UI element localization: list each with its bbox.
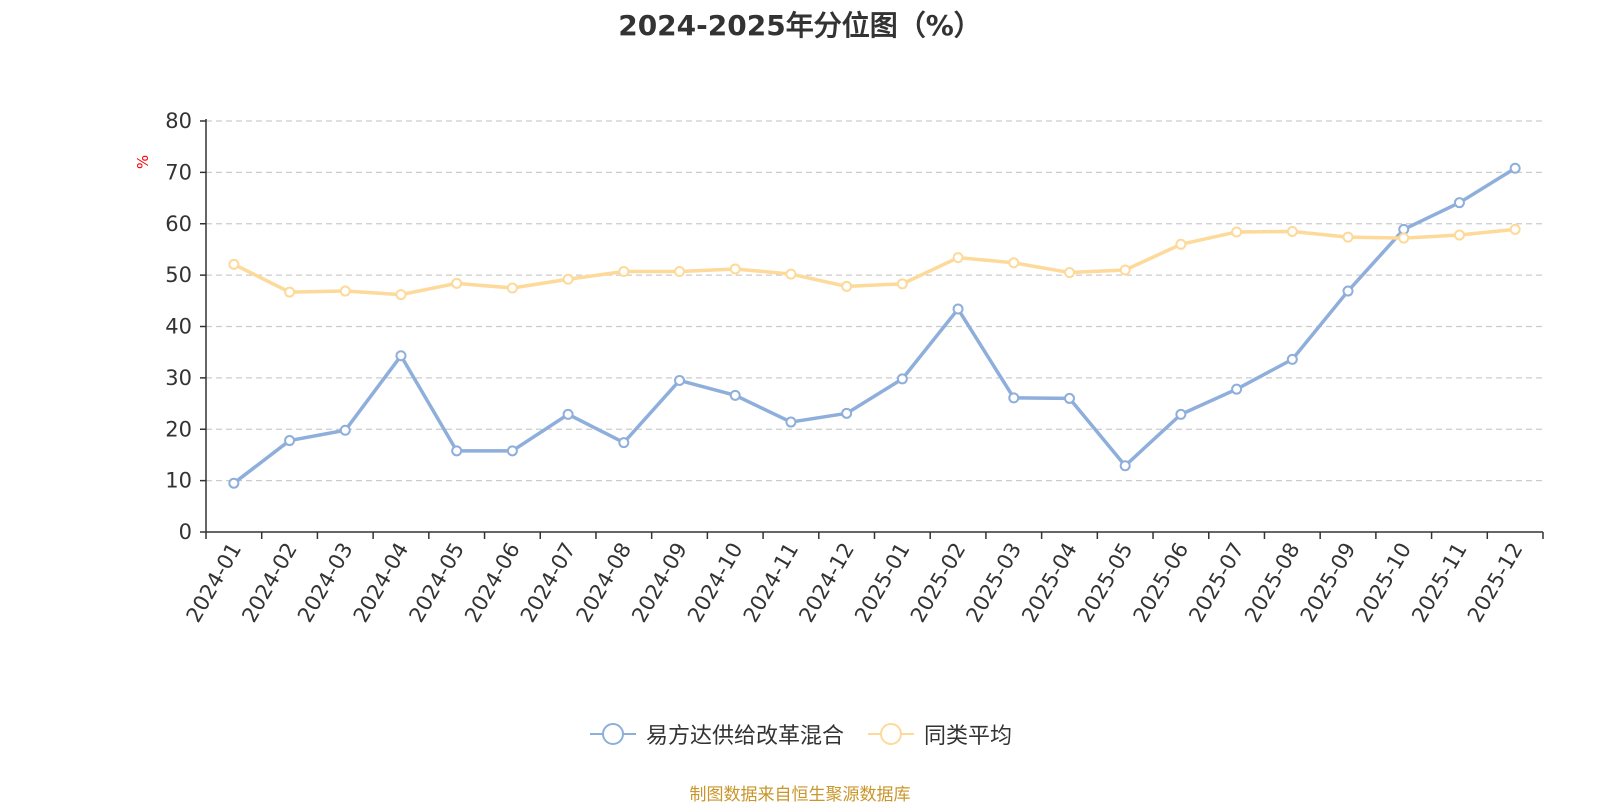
data-point: [674, 374, 686, 386]
data-point: [841, 280, 853, 292]
legend: 易方达供给改革混合 同类平均: [0, 718, 1600, 750]
data-point: [1342, 231, 1354, 243]
series-line-1: [232, 227, 1517, 297]
x-tick-label: 2024-11: [739, 539, 804, 627]
data-point: [896, 278, 908, 290]
data-point: [1063, 267, 1075, 279]
data-point: [1119, 264, 1131, 276]
x-tick-label: 2025-11: [1407, 539, 1472, 627]
x-tick-label: 2025-09: [1296, 539, 1361, 627]
data-point: [1509, 223, 1521, 235]
legend-label-peer-average: 同类平均: [924, 724, 1013, 749]
data-point: [618, 266, 630, 278]
x-tick-label: 2024-06: [460, 539, 525, 627]
data-point: [1008, 257, 1020, 269]
series-line-0: [232, 166, 1517, 485]
data-point: [618, 437, 630, 449]
data-point: [841, 407, 853, 419]
data-point: [896, 373, 908, 385]
x-tick-label: 2024-04: [349, 539, 414, 627]
x-tick-label: 2024-09: [627, 539, 692, 627]
data-point: [674, 266, 686, 278]
data-point: [1453, 229, 1465, 241]
data-point: [562, 408, 574, 420]
x-tick-label: 2025-12: [1463, 539, 1528, 627]
data-point: [228, 477, 240, 489]
data-point: [562, 273, 574, 285]
x-tick-label: 2025-01: [850, 539, 915, 627]
y-tick-label: 70: [165, 160, 192, 184]
data-point: [339, 424, 351, 436]
data-point: [228, 258, 240, 270]
y-tick-label: 80: [165, 109, 192, 133]
data-point: [785, 268, 797, 280]
data-point: [1231, 226, 1243, 238]
x-tick-label: 2024-08: [571, 539, 636, 627]
x-tick-label: 2024-07: [516, 539, 581, 627]
x-tick-label: 2025-08: [1240, 539, 1305, 627]
data-point: [339, 285, 351, 297]
data-point: [1063, 392, 1075, 404]
x-tick-label: 2024-10: [683, 539, 748, 627]
data-point: [506, 282, 518, 294]
legend-line-circle-icon: [868, 723, 914, 745]
x-tick-label: 2024-01: [182, 539, 247, 627]
data-point: [395, 289, 407, 301]
data-point: [952, 252, 964, 264]
x-tick-label: 2025-04: [1017, 539, 1082, 627]
data-point: [1509, 162, 1521, 174]
legend-line-circle-icon: [589, 723, 636, 745]
x-tick-label: 2025-06: [1129, 539, 1194, 627]
data-point: [729, 263, 741, 275]
legend-label-fund: 易方达供给改革混合: [645, 724, 844, 749]
chart-title: 2024-2025年分位图（%）: [618, 9, 982, 42]
data-point: [395, 350, 407, 362]
data-point: [1175, 408, 1187, 420]
data-point: [1231, 383, 1243, 395]
y-tick-label: 40: [165, 315, 192, 339]
data-point: [506, 445, 518, 457]
x-tick-label: 2024-12: [794, 539, 859, 627]
x-tick-label: 2025-10: [1351, 539, 1416, 627]
data-point: [1453, 197, 1465, 209]
y-tick-label: 10: [165, 469, 192, 493]
data-point: [284, 435, 296, 447]
data-point: [1398, 232, 1410, 244]
x-tick-label: 2024-05: [404, 539, 469, 627]
x-tick-label: 2024-03: [293, 539, 358, 627]
y-tick-label: 60: [165, 212, 192, 236]
y-tick-label: 20: [165, 417, 192, 441]
x-tick-label: 2025-07: [1184, 539, 1249, 627]
data-point: [1008, 392, 1020, 404]
data-point: [1342, 285, 1354, 297]
y-axis-unit-label: %: [134, 155, 152, 169]
data-point: [1119, 460, 1131, 472]
data-point: [1175, 238, 1187, 250]
legend-item-fund[interactable]: 易方达供给改革混合: [588, 718, 844, 750]
data-point: [1286, 225, 1298, 237]
data-point: [451, 277, 463, 289]
y-tick-label: 30: [165, 366, 192, 390]
x-tick-label: 2025-02: [906, 539, 971, 627]
data-point: [729, 389, 741, 401]
y-tick-label: 50: [165, 263, 192, 287]
data-point: [952, 303, 964, 315]
data-point: [284, 286, 296, 298]
data-point: [1286, 353, 1298, 365]
source-note: 制图数据来自恒生聚源数据库: [689, 785, 911, 805]
legend-item-peer-average[interactable]: 同类平均: [866, 718, 1012, 750]
x-tick-label: 2025-03: [961, 539, 1026, 627]
x-tick-label: 2025-05: [1073, 539, 1138, 627]
y-tick-label: 0: [179, 520, 192, 544]
data-point: [785, 416, 797, 428]
x-tick-label: 2024-02: [237, 539, 302, 627]
data-point: [451, 445, 463, 457]
data-point: [1398, 223, 1410, 235]
